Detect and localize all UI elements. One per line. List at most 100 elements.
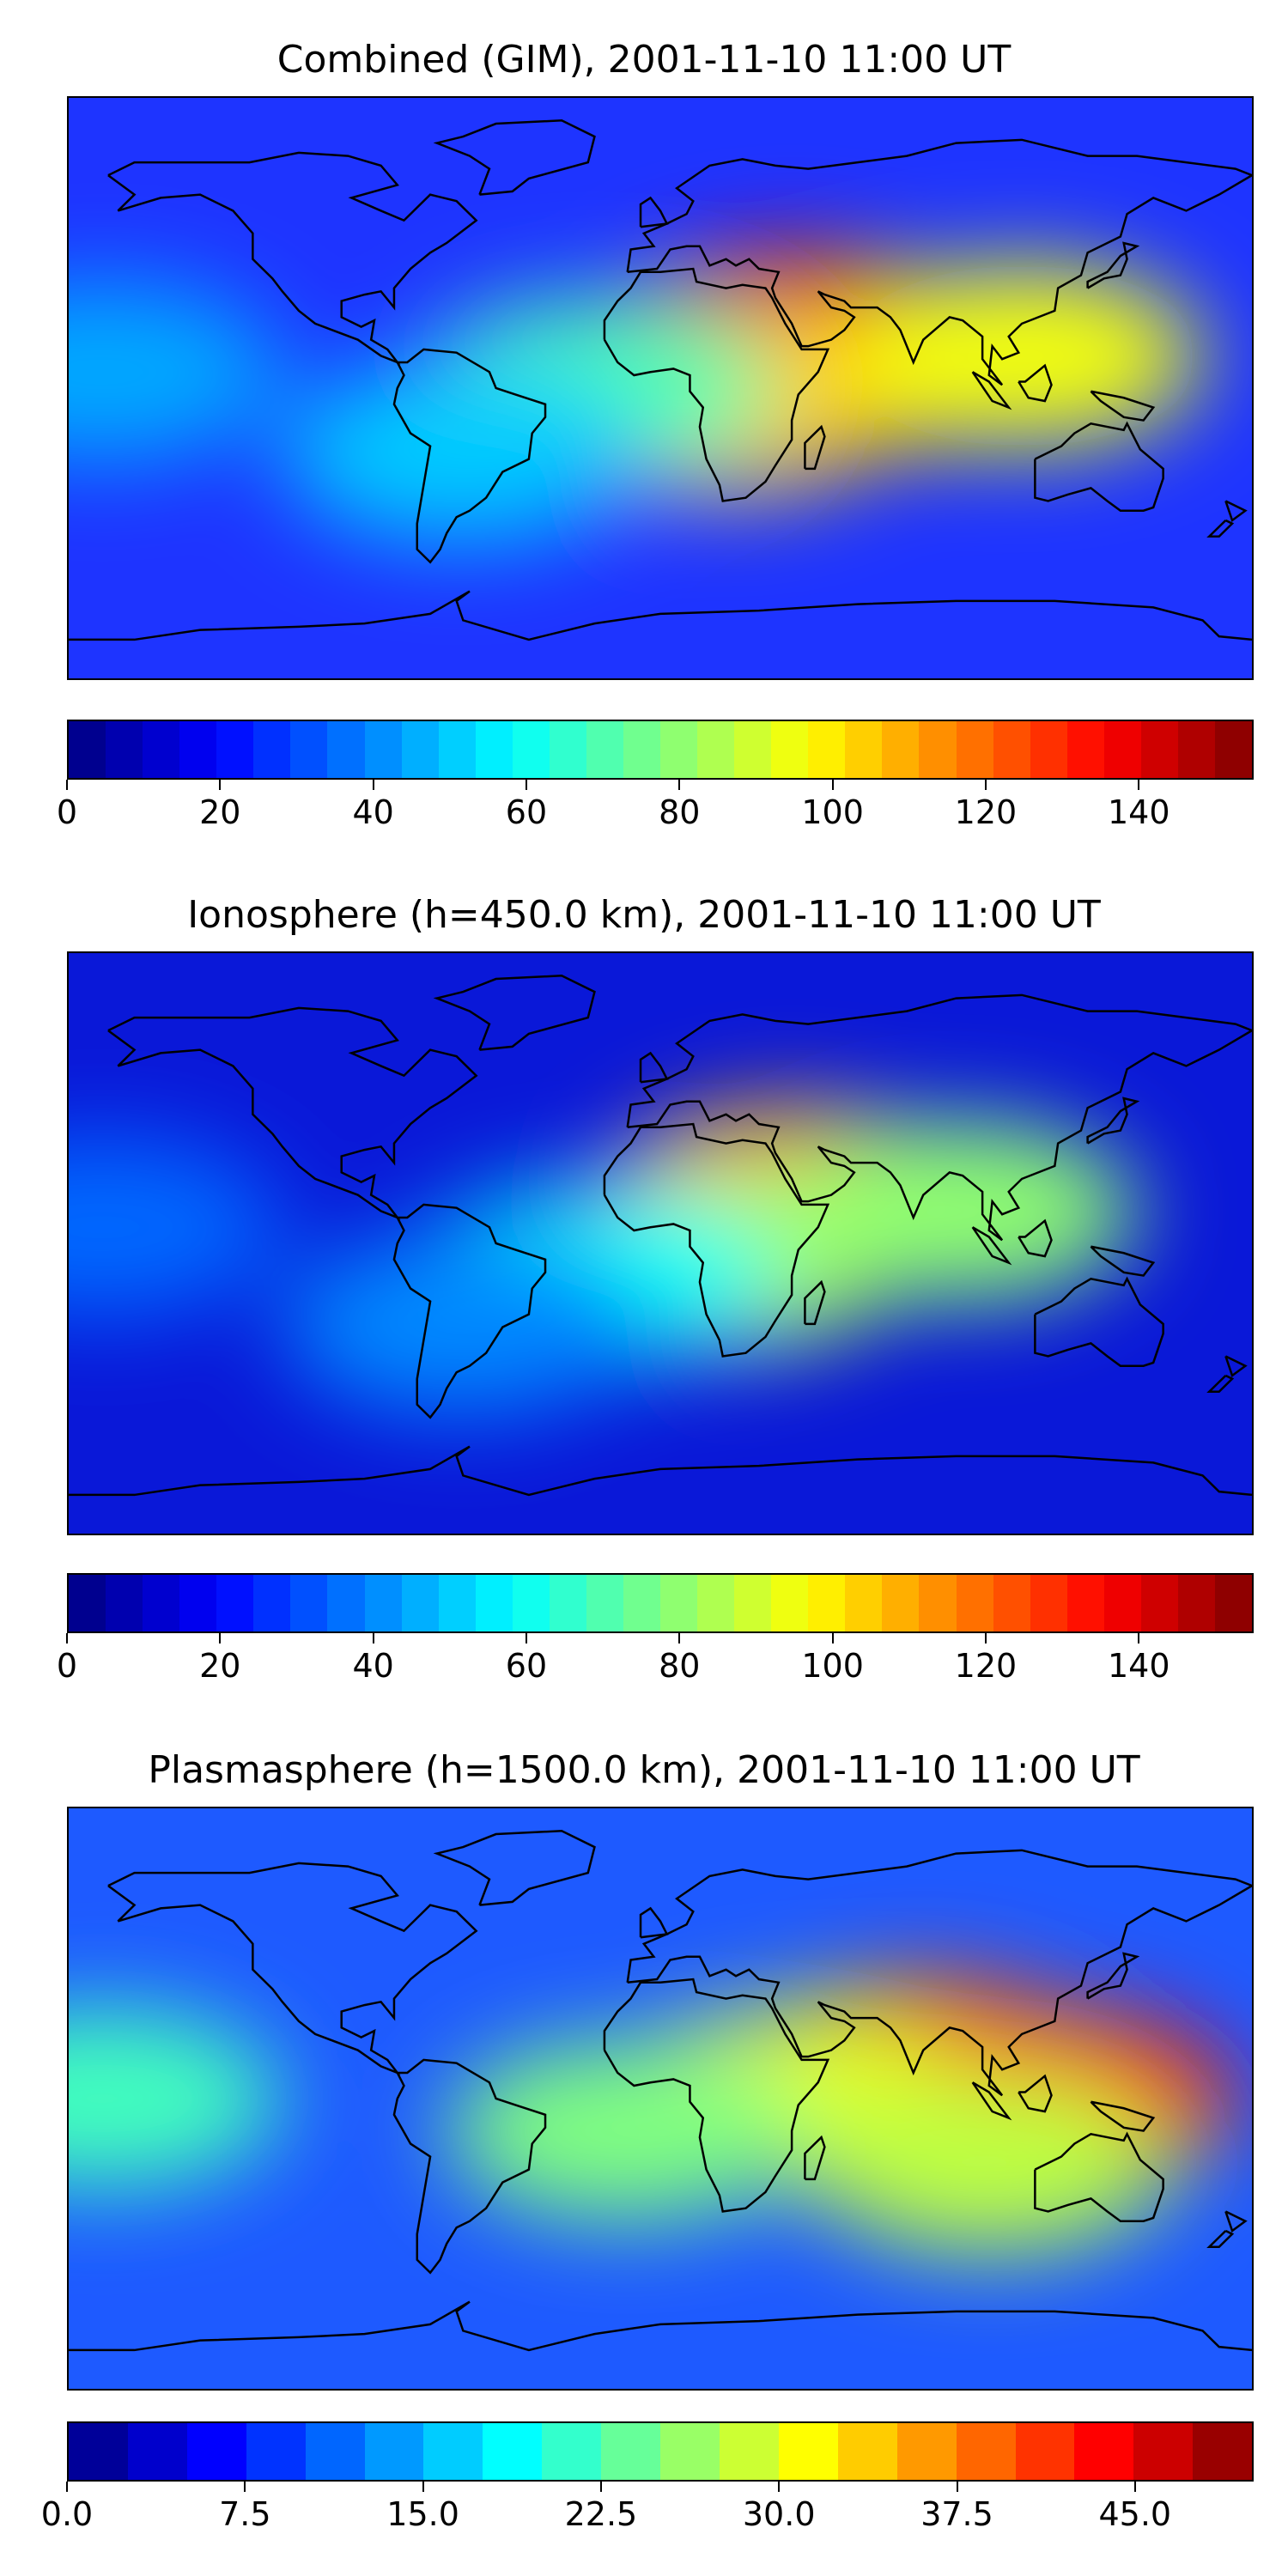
- panel-3-colorbar: [67, 2421, 1254, 2482]
- coastline: [69, 1447, 1252, 1495]
- colorbar-tick-label: 60: [505, 793, 548, 831]
- coastline: [1088, 1098, 1137, 1144]
- colorbar-tick: [678, 780, 681, 790]
- colorbar-segment: [475, 721, 513, 778]
- colorbar-segment: [127, 2423, 187, 2480]
- colorbar-segment: [1214, 1575, 1252, 1631]
- coastline: [437, 120, 595, 194]
- colorbar-segment: [586, 721, 623, 778]
- coastline: [1225, 2211, 1245, 2231]
- colorbar-segment: [483, 2423, 543, 2480]
- colorbar-segment: [401, 1575, 439, 1631]
- colorbar-segment: [845, 1575, 883, 1631]
- field-blob: [69, 2008, 283, 2190]
- colorbar-tick-label: 20: [199, 793, 241, 831]
- coastline: [805, 1282, 824, 1324]
- coastline: [973, 372, 1009, 407]
- coastline: [973, 2082, 1009, 2117]
- colorbar-segment: [364, 2423, 424, 2480]
- panel-3-field: [69, 1976, 1236, 2254]
- colorbar-segment: [771, 1575, 809, 1631]
- colorbar-segment: [956, 2423, 1016, 2480]
- coastline: [1091, 392, 1153, 421]
- field-blob: [447, 2040, 809, 2221]
- panel-3-map: [67, 1807, 1254, 2391]
- colorbar-tick: [956, 2482, 958, 2492]
- colorbar-tick-label: 140: [1107, 1647, 1170, 1685]
- colorbar-segment: [69, 721, 106, 778]
- colorbar-segment: [327, 721, 365, 778]
- colorbar-segment: [697, 1575, 735, 1631]
- coastline: [641, 1908, 667, 1937]
- panel-1-map-svg: [69, 98, 1252, 678]
- colorbar-tick-label: 7.5: [219, 2495, 271, 2533]
- colorbar-tick: [1138, 780, 1140, 790]
- coastline: [1091, 2102, 1153, 2131]
- colorbar-segment: [364, 721, 402, 778]
- colorbar-segment: [305, 2423, 365, 2480]
- colorbar-segment: [896, 2423, 957, 2480]
- colorbar-segment: [882, 1575, 920, 1631]
- colorbar-tick: [66, 1633, 68, 1643]
- colorbar-tick: [422, 2482, 424, 2492]
- coastline: [108, 153, 477, 362]
- colorbar-segment: [1066, 1575, 1104, 1631]
- colorbar-segment: [734, 1575, 772, 1631]
- colorbar-tick: [66, 2482, 68, 2492]
- colorbar-segment: [956, 1575, 993, 1631]
- coastline: [1035, 423, 1163, 510]
- coastline: [1088, 1953, 1137, 1999]
- colorbar-segment: [778, 2423, 838, 2480]
- colorbar-tick: [244, 2482, 246, 2492]
- colorbar-segment: [542, 2423, 602, 2480]
- colorbar-segment: [423, 2423, 483, 2480]
- colorbar-segment: [253, 1575, 291, 1631]
- colorbar-segment: [186, 2423, 246, 2480]
- coastline: [805, 427, 824, 469]
- colorbar-segment: [549, 721, 586, 778]
- panel-2-field: [69, 1104, 1138, 1415]
- colorbar-segment: [512, 1575, 550, 1631]
- panel-1-colorbar: [67, 720, 1254, 780]
- colorbar-segment: [993, 1575, 1030, 1631]
- coastline: [605, 1124, 828, 1356]
- colorbar-tick: [984, 1633, 987, 1643]
- colorbar-segment: [1193, 2423, 1253, 2480]
- colorbar-tick-label: 15.0: [386, 2495, 459, 2533]
- colorbar-segment: [106, 721, 143, 778]
- coastline: [628, 1850, 1252, 2095]
- coastline: [605, 269, 828, 501]
- colorbar-segment: [1177, 1575, 1215, 1631]
- coastline: [1225, 501, 1245, 520]
- colorbar-segment: [475, 1575, 513, 1631]
- colorbar-segment: [1177, 721, 1215, 778]
- colorbar-segment: [1103, 1575, 1141, 1631]
- colorbar-tick-label: 37.5: [920, 2495, 993, 2533]
- colorbar-segment: [69, 1575, 106, 1631]
- coastline: [1091, 1247, 1153, 1276]
- colorbar-tick: [984, 780, 987, 790]
- colorbar-tick-label: 40: [352, 1647, 394, 1685]
- colorbar-segment: [660, 1575, 698, 1631]
- field-blob: [775, 1121, 1138, 1302]
- colorbar-segment: [808, 1575, 846, 1631]
- colorbar-segment: [1140, 721, 1178, 778]
- coastline: [1035, 1279, 1163, 1365]
- coastline: [973, 1227, 1009, 1262]
- colorbar-segment: [327, 1575, 365, 1631]
- colorbar-segment: [438, 721, 476, 778]
- colorbar-segment: [69, 2423, 128, 2480]
- colorbar-tick: [1138, 1633, 1140, 1643]
- colorbar-tick-label: 20: [199, 1647, 241, 1685]
- colorbar-segment: [660, 2423, 720, 2480]
- colorbar-segment: [143, 1575, 180, 1631]
- coastline: [1209, 520, 1232, 537]
- colorbar-segment: [246, 2423, 306, 2480]
- colorbar-segment: [364, 1575, 402, 1631]
- panel-2-colorbar: [67, 1573, 1254, 1633]
- coastline: [641, 1053, 667, 1082]
- colorbar-tick-label: 140: [1107, 793, 1170, 831]
- colorbar-tick-label: 120: [954, 793, 1018, 831]
- colorbar-tick: [66, 780, 68, 790]
- colorbar-tick-label: 0: [56, 1647, 78, 1685]
